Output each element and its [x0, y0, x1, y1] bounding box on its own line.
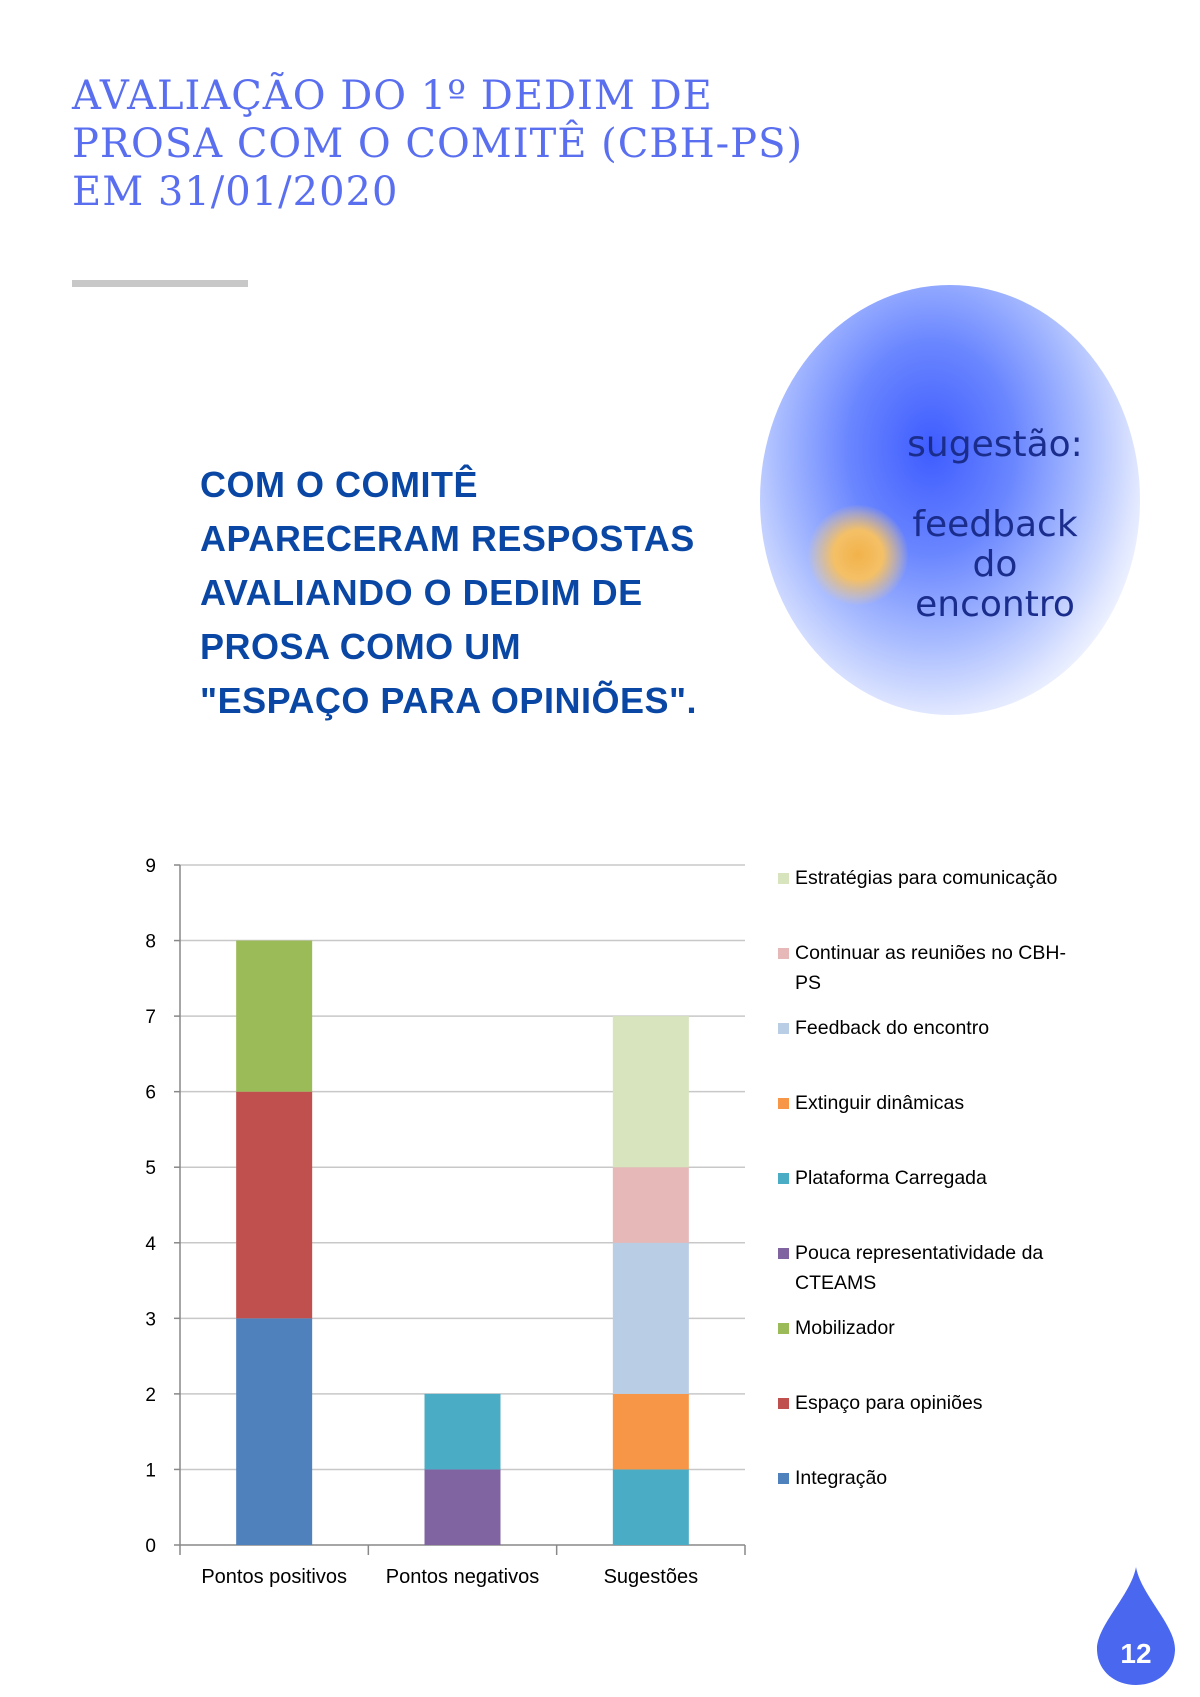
bubble-label: sugestão: [907, 424, 1083, 465]
bar-segment [612, 1242, 689, 1394]
y-tick-label: 1 [145, 1460, 156, 1481]
legend-label: Feedback do encontro [795, 1017, 989, 1039]
x-tick-label: Sugestões [604, 1566, 699, 1588]
bubble-text-line: do [972, 544, 1018, 585]
bubble-text-line: feedback [912, 504, 1078, 545]
y-tick-label: 0 [145, 1536, 156, 1557]
legend-label: Continuar as reuniões no CBH-PS [795, 942, 1066, 994]
title-line: AVALIAÇÃO DO 1º DEDIM DE [72, 73, 713, 119]
y-tick-label: 6 [145, 1083, 156, 1104]
legend-swatch [778, 1173, 789, 1184]
legend-swatch [778, 948, 789, 959]
y-tick-label: 8 [145, 932, 156, 953]
y-tick-label: 9 [145, 856, 156, 877]
bubble-text-line: encontro [915, 584, 1075, 625]
legend-label: Extinguir dinâmicas [795, 1092, 964, 1114]
legend-swatch [778, 873, 789, 884]
legend-swatch [778, 1398, 789, 1409]
headline: COM O COMITÊ APARECERAM RESPOSTAS AVALIA… [200, 458, 760, 728]
legend-label: Plataforma Carregada [795, 1167, 987, 1189]
y-tick-label: 5 [145, 1158, 156, 1179]
headline-line: APARECERAM RESPOSTAS [200, 518, 695, 559]
title-divider [72, 280, 248, 287]
bar-segment [612, 1469, 689, 1545]
y-tick-label: 3 [145, 1309, 156, 1330]
bubble-text: feedback do encontro [880, 505, 1110, 625]
legend-label: Integração [795, 1467, 887, 1489]
y-tick-label: 7 [145, 1007, 156, 1028]
title-line: PROSA COM O COMITÊ (CBH-PS) [72, 121, 804, 167]
bar-segment [612, 1393, 689, 1470]
sun-spot-decoration [808, 505, 908, 605]
y-tick-label: 2 [145, 1385, 156, 1406]
legend-label: Mobilizador [795, 1317, 895, 1339]
bar-segment [424, 1469, 501, 1545]
headline-line: AVALIANDO O DEDIM DE [200, 572, 643, 613]
bar-segment [424, 1393, 501, 1470]
legend-swatch [778, 1098, 789, 1109]
x-tick-label: Pontos positivos [201, 1566, 347, 1588]
bar-segment [236, 1091, 313, 1319]
legend-swatch [778, 1023, 789, 1034]
headline-line: COM O COMITÊ [200, 464, 478, 505]
suggestion-bubble [760, 285, 1140, 715]
page-title: AVALIAÇÃO DO 1º DEDIM DE PROSA COM O COM… [72, 72, 832, 216]
legend-label: Espaço para opiniões [795, 1392, 983, 1414]
legend-label: Estratégias para comunicação [795, 867, 1057, 889]
headline-line: PROSA COMO UM [200, 626, 522, 667]
stacked-bar-chart: 0 1 2 3 4 5 6 7 8 9 Pontos positivos Pontos negativ… [145, 856, 1066, 1588]
bar-segment [612, 1016, 689, 1168]
legend-swatch [778, 1473, 789, 1484]
headline-line: "ESPAÇO PARA OPINIÕES". [200, 680, 698, 721]
legend-swatch [778, 1248, 789, 1259]
y-tick-label: 4 [145, 1234, 156, 1255]
bar-segment [612, 1167, 689, 1243]
title-line: EM 31/01/2020 [72, 169, 399, 215]
water-drop-icon [1097, 1567, 1175, 1685]
bar-segment [236, 940, 313, 1092]
bar-segment [236, 1318, 313, 1545]
x-tick-label: Pontos negativos [386, 1566, 539, 1588]
page-number: 12 [1120, 1638, 1152, 1669]
legend-label: Pouca representatividade da CTEAMS [795, 1242, 1043, 1294]
legend-swatch [778, 1323, 789, 1334]
